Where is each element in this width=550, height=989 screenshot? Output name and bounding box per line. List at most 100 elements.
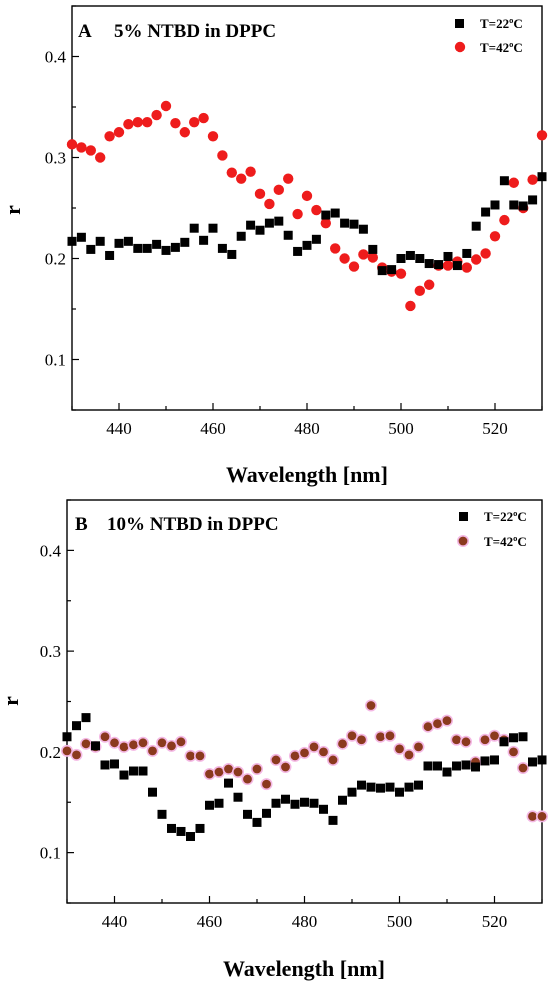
y-tick-label: 0.2: [40, 743, 61, 762]
data-point-42c: [194, 749, 207, 762]
panel-a-points: [66, 100, 548, 312]
data-point-42c: [307, 740, 320, 753]
data-point-22c: [91, 741, 100, 751]
data-point-42c: [217, 150, 228, 161]
y-tick-label: 0.4: [45, 48, 67, 67]
data-point-22c: [395, 787, 404, 797]
data-point-22c: [76, 232, 86, 242]
x-tick-label: 460: [197, 912, 223, 931]
x-tick-label: 520: [482, 419, 508, 438]
panel-a-letter: A: [78, 21, 92, 42]
y-tick-label: 0.1: [40, 844, 61, 863]
data-point-22c: [233, 792, 243, 802]
data-point-42c: [104, 131, 115, 142]
x-tick-label: 480: [292, 912, 318, 931]
data-point-22c: [471, 221, 481, 231]
data-point-22c: [518, 732, 528, 742]
data-point-42c: [480, 248, 491, 259]
data-point-42c: [459, 735, 472, 748]
data-point-42c: [170, 117, 181, 129]
x-tick-label: 500: [387, 912, 413, 931]
data-point-22c: [152, 239, 162, 249]
data-point-22c: [434, 260, 444, 270]
data-point-22c: [255, 225, 265, 235]
data-point-42c: [175, 735, 188, 748]
data-point-22c: [405, 250, 415, 260]
data-point-42c: [507, 745, 520, 758]
data-point-22c: [462, 248, 472, 258]
data-point-42c: [450, 733, 463, 746]
data-point-22c: [214, 798, 224, 808]
data-point-42c: [118, 740, 131, 753]
data-point-22c: [157, 809, 167, 819]
data-point-22c: [208, 223, 218, 233]
panel-a-plot-area: [71, 5, 543, 411]
data-point-42c: [536, 130, 548, 141]
data-point-22c: [461, 760, 471, 770]
data-point-42c: [405, 300, 416, 312]
data-point-22c: [528, 757, 537, 767]
data-point-22c: [62, 732, 72, 742]
data-point-22c: [321, 210, 331, 220]
data-point-42c: [123, 118, 134, 130]
data-point-22c: [252, 817, 262, 827]
data-point-22c: [274, 216, 284, 226]
panel-b-legend-label-22: T=22ºC: [484, 509, 527, 524]
data-point-42c: [348, 261, 360, 272]
data-point-22c: [424, 259, 434, 269]
data-point-42c: [471, 254, 482, 265]
data-point-42c: [489, 231, 501, 242]
data-point-22c: [376, 783, 385, 793]
data-point-42c: [76, 142, 87, 153]
panel-b-ticks: 440 460 480 500 520 0.1 0.2 0.3 0.4: [40, 499, 543, 931]
data-point-42c: [264, 198, 275, 210]
data-point-22c: [347, 787, 357, 797]
data-point-22c: [340, 218, 350, 228]
data-point-22c: [148, 787, 157, 797]
data-point-42c: [260, 778, 273, 791]
data-point-42c: [527, 174, 538, 185]
data-point-22c: [224, 778, 233, 788]
data-point-42c: [355, 733, 368, 746]
panel-a-title: 5% NTBD in DPPC: [114, 21, 276, 42]
data-point-42c: [383, 729, 396, 742]
panel-b-title: 10% NTBD in DPPC: [107, 514, 279, 535]
data-point-22c: [100, 760, 110, 770]
data-point-42c: [236, 173, 247, 184]
data-point-42c: [226, 167, 237, 178]
data-point-42c: [85, 145, 97, 156]
data-point-42c: [160, 100, 172, 112]
data-point-42c: [279, 760, 292, 773]
data-point-22c: [195, 823, 205, 833]
data-point-22c: [199, 235, 209, 245]
data-point-22c: [537, 172, 547, 182]
data-point-42c: [358, 249, 369, 260]
data-point-22c: [302, 240, 312, 250]
data-point-22c: [81, 713, 91, 723]
data-point-42c: [179, 127, 190, 138]
data-point-22c: [167, 823, 176, 833]
panel-a-ticks: 440 460 480 500 520 0.1 0.2 0.3 0.4: [45, 5, 543, 438]
panel-b: 440 460 480 500 520 0.1 0.2 0.3 0.4 B 10% NTBD i…: [0, 499, 548, 981]
data-point-22c: [481, 207, 491, 217]
data-point-42c: [70, 748, 83, 761]
x-tick-label: 440: [102, 912, 128, 931]
y-tick-label: 0.1: [45, 351, 66, 370]
data-point-22c: [358, 224, 368, 234]
data-point-42c: [339, 253, 350, 264]
data-point-42c: [442, 260, 454, 271]
data-point-42c: [254, 188, 266, 200]
data-point-42c: [241, 773, 254, 786]
data-point-22c: [442, 767, 452, 777]
data-point-22c: [396, 254, 406, 263]
data-point-42c: [461, 262, 472, 273]
data-point-22c: [264, 218, 274, 228]
data-point-42c: [364, 699, 377, 712]
data-point-22c: [142, 243, 152, 253]
data-point-22c: [293, 246, 303, 256]
data-point-22c: [67, 236, 77, 246]
data-point-22c: [357, 780, 366, 790]
data-point-22c: [368, 244, 378, 254]
panel-b-letter: B: [75, 514, 88, 535]
x-tick-label: 480: [294, 419, 320, 438]
